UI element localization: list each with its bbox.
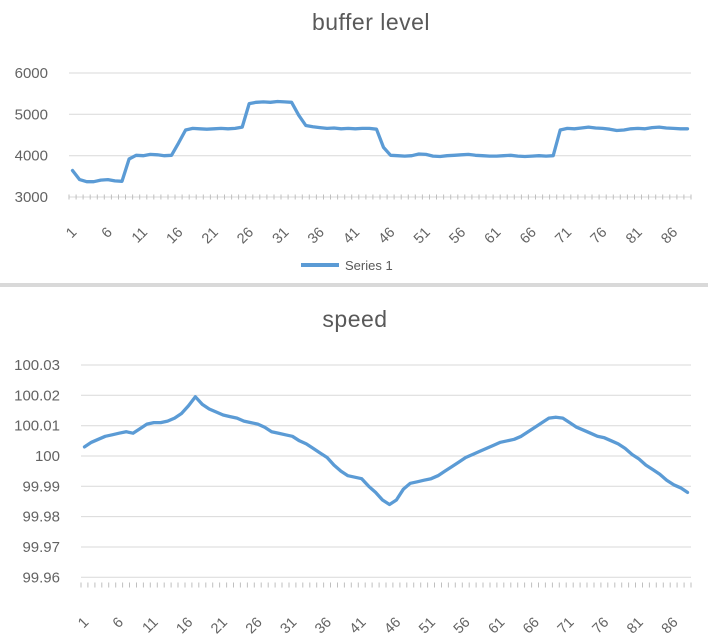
- x-axis-tick-label: 31: [278, 615, 301, 638]
- legend-label: Series 1: [345, 257, 393, 273]
- y-axis-tick-label: 99.97: [22, 539, 60, 556]
- speed-chart[interactable]: speed 100.03 100.02 100.01 100 99.99 99.98 99.…: [0, 287, 708, 638]
- y-axis-tick-label: 99.96: [22, 569, 60, 586]
- x-axis-tick-label: 41: [347, 615, 370, 638]
- x-axis-tick-label: 66: [520, 615, 543, 638]
- x-axis-tick-label: 86: [658, 225, 681, 248]
- x-axis-tick-label: 61: [486, 615, 509, 638]
- x-axis-tick-label: 6: [110, 615, 127, 632]
- x-axis-tick-label: 41: [340, 225, 363, 248]
- x-axis-tick-label: 86: [659, 615, 682, 638]
- x-axis-tick-label: 51: [411, 225, 434, 248]
- y-axis-tick-label: 100.01: [14, 418, 60, 435]
- y-axis-tick-label: 100.03: [14, 357, 60, 374]
- x-axis-tick-label: 56: [446, 225, 469, 248]
- x-axis-tick-label: 31: [270, 225, 293, 248]
- x-axis-tick-label: 36: [305, 225, 328, 248]
- x-axis-tick-label: 61: [482, 225, 505, 248]
- buffer-level-chart[interactable]: buffer level 6000 5000 4000 3000 1 6 11 16 21 26 3…: [0, 0, 708, 283]
- series-line[interactable]: [82, 395, 690, 507]
- chart-divider: [0, 283, 708, 287]
- x-axis-tick-label: 71: [555, 615, 578, 638]
- speed-chart-title: speed: [322, 306, 388, 332]
- x-axis-tick-label: 76: [588, 225, 611, 248]
- x-axis-tick-label: 6: [99, 225, 116, 242]
- y-axis-tick-label: 5000: [15, 106, 48, 123]
- x-axis-tick-label: 76: [590, 615, 613, 638]
- y-axis-tick-label: 3000: [15, 189, 48, 206]
- series-line[interactable]: [70, 99, 690, 184]
- x-axis-tick-label: 11: [129, 225, 151, 247]
- speed-plot-area: 100.03 100.02 100.01 100 99.99 99.98 99.97 99.9…: [14, 357, 692, 638]
- x-axis-tick-label: 16: [164, 225, 187, 248]
- x-axis-tick-label: 66: [517, 225, 540, 248]
- series-line-swatch-icon: [301, 263, 339, 267]
- x-axis-tick-label: 26: [243, 615, 266, 638]
- x-axis-tick-label: 71: [552, 225, 575, 248]
- x-axis-tick-label: 46: [382, 615, 405, 638]
- legend[interactable]: Series 1: [301, 256, 393, 274]
- x-axis-tick-label: 51: [416, 615, 439, 638]
- x-axis-tick-label: 21: [208, 615, 231, 638]
- y-axis-tick-label: 99.99: [22, 478, 60, 495]
- x-axis-tick-label: 46: [376, 225, 399, 248]
- x-axis-tick-label: 11: [140, 615, 162, 637]
- x-axis-tick-label: 56: [451, 615, 474, 638]
- y-axis-tick-label: 6000: [15, 65, 48, 82]
- x-axis-tick-label: 81: [623, 225, 646, 248]
- y-axis-tick-label: 4000: [15, 148, 48, 165]
- buffer-level-chart-title: buffer level: [311, 9, 431, 35]
- y-axis-tick-label: 99.98: [22, 509, 60, 526]
- x-axis-tick-label: 26: [234, 225, 257, 248]
- x-axis-tick-label: 81: [624, 615, 647, 638]
- x-axis-tick-label: 16: [174, 615, 197, 638]
- x-axis-tick-label: 1: [63, 225, 80, 242]
- x-axis-tick-label: 21: [199, 225, 222, 248]
- x-axis-tick-label: 1: [75, 615, 92, 632]
- y-axis-tick-label: 100: [35, 448, 60, 465]
- x-axis-tick-label: 36: [312, 615, 335, 638]
- y-axis-tick-label: 100.02: [14, 387, 60, 404]
